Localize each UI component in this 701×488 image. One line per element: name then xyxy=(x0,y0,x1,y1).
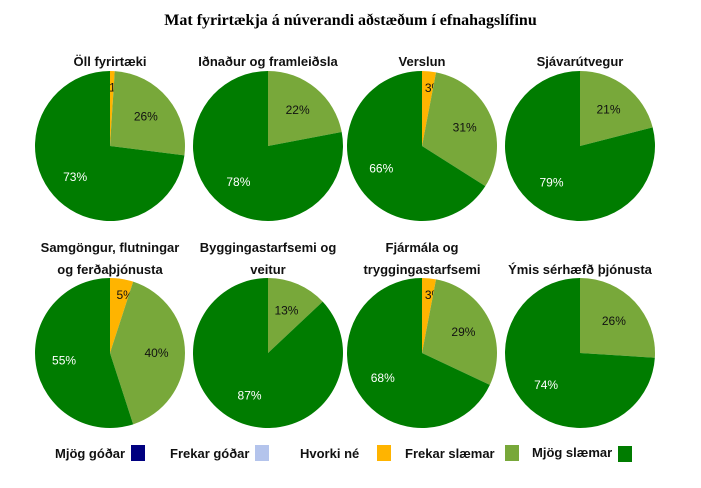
pie-slice xyxy=(35,71,185,222)
pie-title: tryggingastarfsemi xyxy=(363,262,480,277)
pie-title: Verslun xyxy=(399,54,446,69)
pie-data-label: 29% xyxy=(451,325,475,339)
pie-slice xyxy=(110,71,185,156)
pie-data-label: 66% xyxy=(369,161,393,175)
pie-title: Sjávarútvegur xyxy=(537,54,624,69)
pie-6: Byggingastarfsemi og veitur 13% 87% xyxy=(192,240,344,429)
pie-data-label: 26% xyxy=(134,109,158,123)
pie-2: Iðnaður og framleiðsla 22% 78% xyxy=(192,54,343,221)
pie-slice xyxy=(505,278,655,428)
pie-data-label: 68% xyxy=(371,371,395,385)
legend-swatch xyxy=(255,445,270,461)
pie-slice xyxy=(268,71,342,146)
pie-title: veitur xyxy=(250,262,285,277)
pie-slice xyxy=(347,71,486,221)
legend-swatch xyxy=(504,445,519,461)
pie-title: og ferðaþjónusta xyxy=(57,262,163,277)
pie-slice xyxy=(422,279,497,385)
legend-swatch xyxy=(131,445,146,461)
pie-data-label: 79% xyxy=(539,176,563,190)
pie-slice xyxy=(505,71,655,222)
legend-item-mjog-godar: Mjög góðar xyxy=(55,445,146,461)
pie-title: Iðnaður og framleiðsla xyxy=(198,54,338,69)
pie-1: Öll fyrirtæki1%26%73% xyxy=(35,54,185,222)
pie-8: Ýmis sérhæfð þjónusta 26% 74% xyxy=(505,262,655,428)
pie-slice xyxy=(580,71,653,146)
pie-data-label: 78% xyxy=(226,175,250,189)
pie-slice xyxy=(192,278,344,429)
legend-label: Hvorki né xyxy=(300,445,360,461)
pie-slice xyxy=(192,71,343,221)
pie-slice xyxy=(34,278,134,428)
pie-slice xyxy=(110,278,134,353)
legend-item-hvorki-ne: Hvorki né xyxy=(300,445,392,461)
pie-title: Fjármála og xyxy=(386,240,459,255)
pie-title: Byggingastarfsemi og xyxy=(200,240,337,255)
pie-data-label: 31% xyxy=(453,121,477,135)
legend-label: Mjög slæmar xyxy=(532,444,613,460)
pie-data-label: 26% xyxy=(602,314,626,328)
pie-data-label: 87% xyxy=(238,389,262,403)
legend-swatch xyxy=(618,446,633,462)
pie-data-label: 22% xyxy=(286,103,310,117)
legend-item-mjog-slaemar: Mjög slæmar xyxy=(532,442,633,462)
pie-data-label: 55% xyxy=(52,353,76,367)
pie-7: Fjármála ogtryggingastarfsemi3%29%68% xyxy=(347,240,497,428)
pie-data-label: 21% xyxy=(596,102,620,116)
pie-slice xyxy=(110,71,115,146)
legend-item-frekar-godar: Frekar góðar xyxy=(170,445,270,461)
pie-slice xyxy=(422,71,437,146)
pie-data-label: 74% xyxy=(534,378,558,392)
pie-slice xyxy=(268,278,323,353)
pie-slice xyxy=(422,278,437,353)
legend-swatch xyxy=(377,445,392,461)
pie-4: Sjávarútvegur 21% 79% xyxy=(505,54,655,222)
pie-slice xyxy=(580,278,655,358)
pie-data-label: 40% xyxy=(144,346,168,360)
legend-item-frekar-slaemar: Frekar slæmar xyxy=(405,445,519,461)
chart-title: Mat fyrirtækja á núverandi aðstæðum í ef… xyxy=(164,12,537,29)
legend-label: Mjög góðar xyxy=(55,445,126,461)
pie-slice xyxy=(110,281,185,425)
pie-title: Ýmis sérhæfð þjónusta xyxy=(508,262,653,277)
pie-slice xyxy=(422,72,498,187)
legend-label: Frekar góðar xyxy=(170,445,250,461)
pie-data-label: 73% xyxy=(63,170,87,184)
pie-data-label: 13% xyxy=(274,303,298,317)
pie-slice xyxy=(347,278,490,428)
legend-label: Frekar slæmar xyxy=(405,445,495,461)
pie-title: Öll fyrirtæki xyxy=(74,54,147,69)
pie-title: Samgöngur, flutningar xyxy=(41,240,180,255)
